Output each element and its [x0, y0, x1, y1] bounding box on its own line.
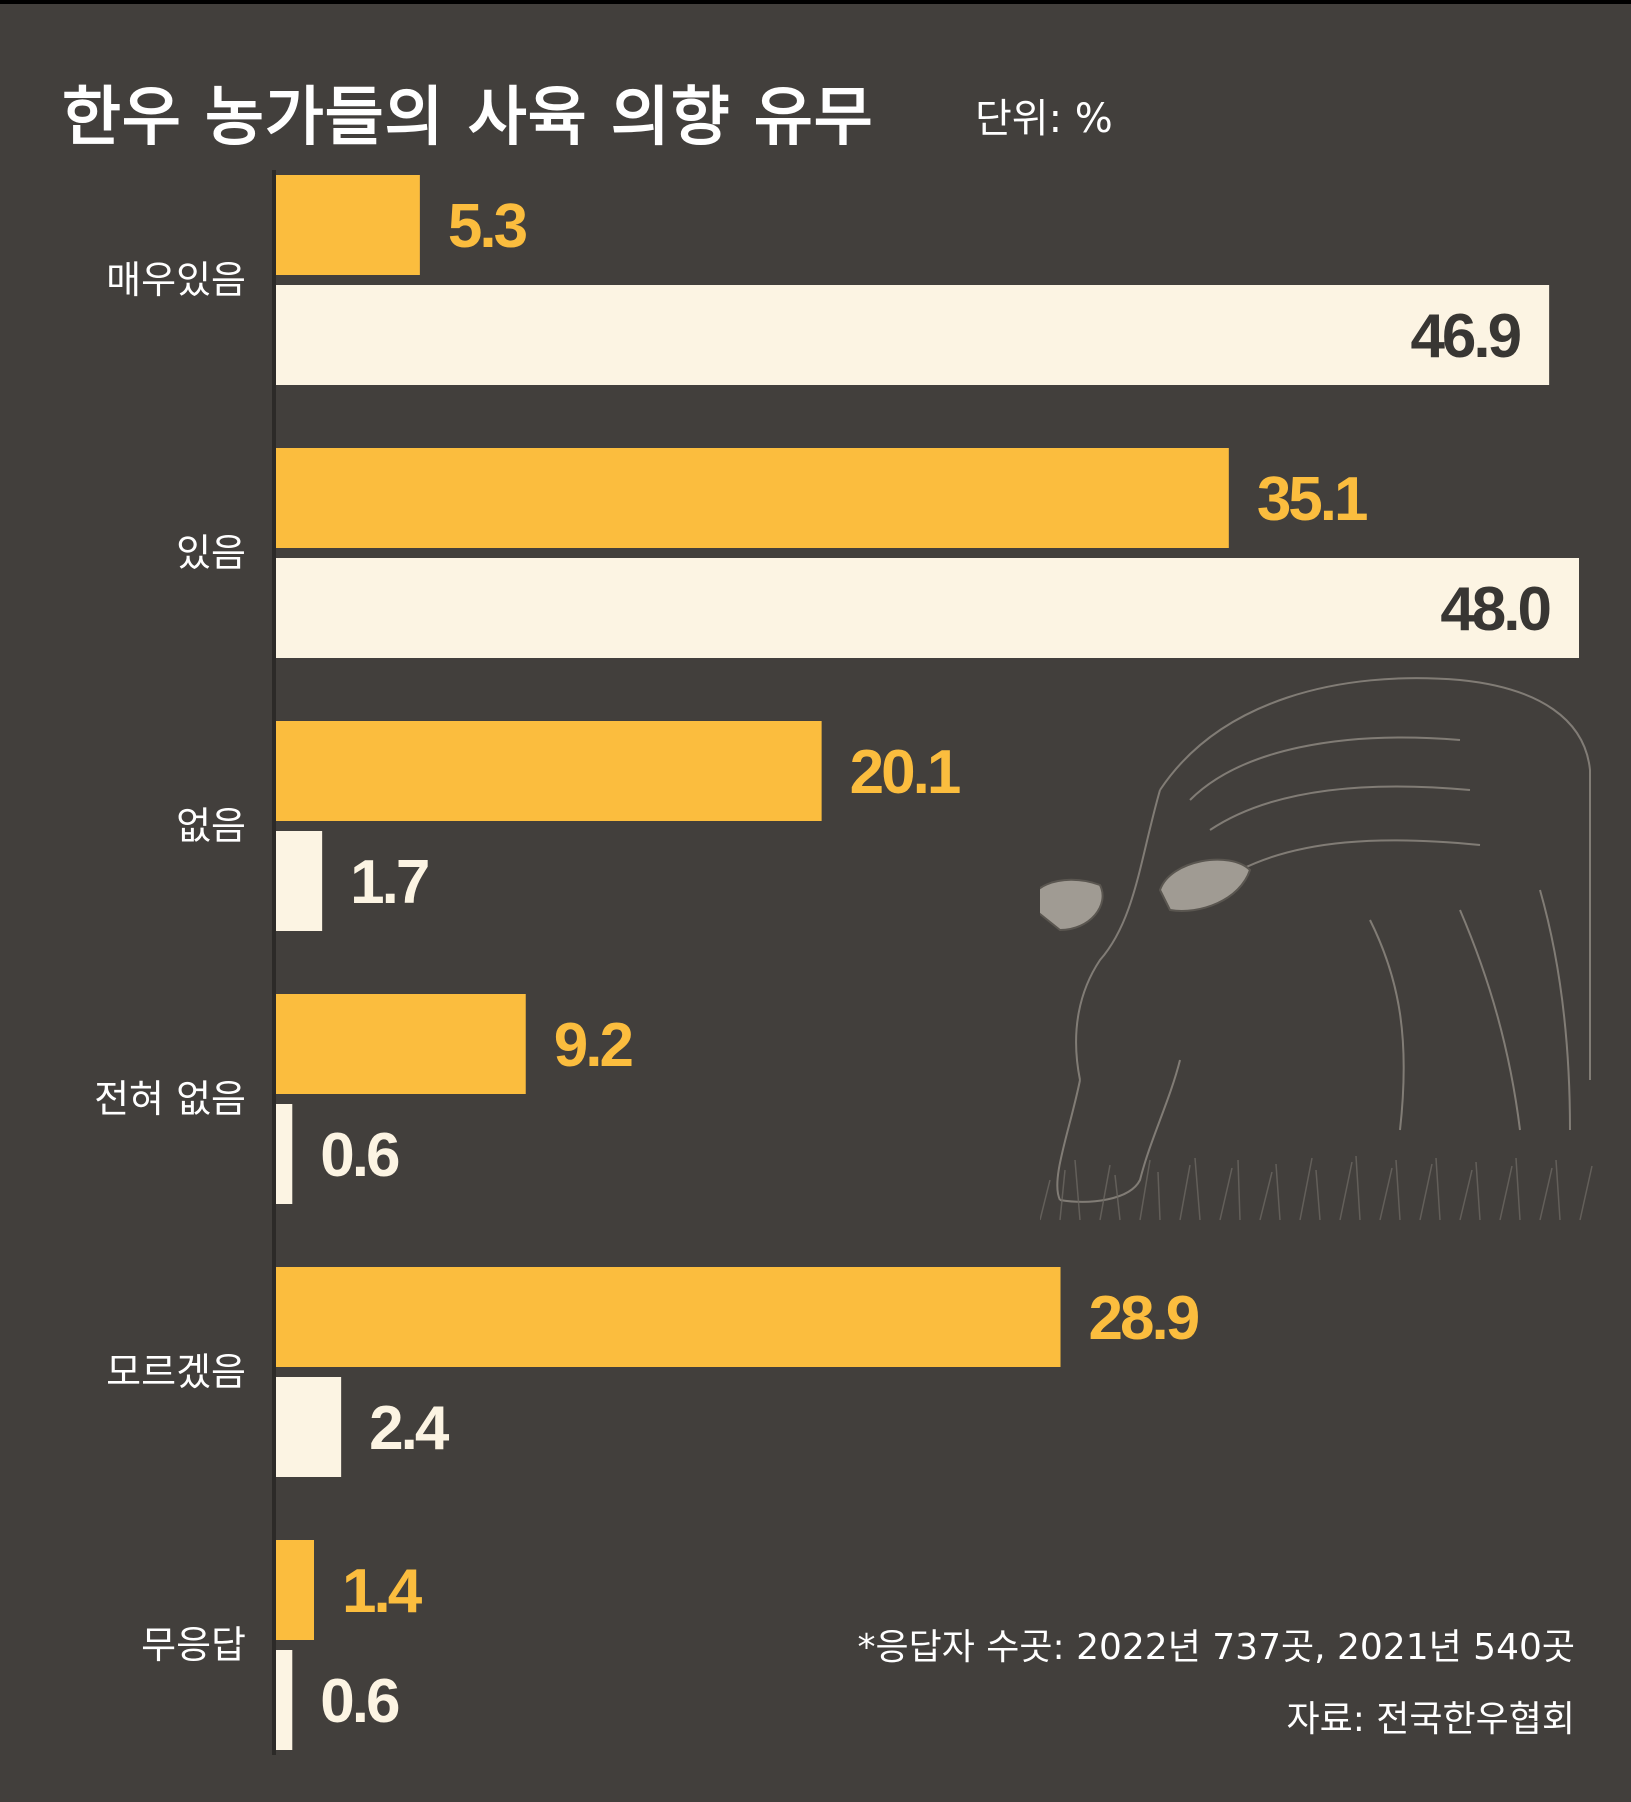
value-label-2022: 0.6 — [320, 1121, 399, 1190]
category-label: 전혀 없음 — [94, 1077, 246, 1121]
source-credit: 자료: 전국한우협회 — [1286, 1699, 1575, 1740]
bar-2021 — [276, 1540, 315, 1640]
bar-2021 — [276, 448, 1229, 548]
category-label: 있음 — [176, 531, 246, 575]
bar-2022 — [276, 1377, 342, 1477]
value-label-2021: 5.3 — [448, 192, 527, 261]
axis-line — [272, 170, 276, 1755]
chart-title: 한우 농가들의 사육 의향 유무 — [62, 81, 874, 155]
bar-2022 — [276, 285, 1550, 385]
bar-2021 — [276, 721, 822, 821]
bar-2022 — [276, 1650, 293, 1750]
value-label-2022: 1.7 — [350, 848, 428, 917]
category-label: 무응답 — [141, 1623, 246, 1667]
bar-2021 — [276, 1267, 1061, 1367]
category-label: 매우있음 — [106, 258, 246, 302]
top-border — [0, 0, 1631, 4]
bar-2022 — [276, 831, 323, 931]
category-label: 없음 — [176, 804, 246, 848]
bar-2022 — [276, 1104, 293, 1204]
value-label-2021: 9.2 — [554, 1011, 632, 1080]
unit-label: 단위: % — [975, 96, 1113, 142]
value-label-2022: 2.4 — [369, 1394, 450, 1463]
value-label-2021: 28.9 — [1089, 1284, 1199, 1353]
value-label-2022: 46.9 — [1410, 302, 1520, 371]
grazing-cow-illustration — [1040, 677, 1593, 1221]
value-label-2022: 48.0 — [1440, 575, 1549, 644]
bar-2022 — [276, 558, 1579, 658]
value-label-2021: 35.1 — [1257, 465, 1367, 534]
bar-2021 — [276, 175, 420, 275]
respondent-note: *응답자 수곳: 2022년 737곳, 2021년 540곳 — [857, 1627, 1575, 1668]
bar-2021 — [276, 994, 526, 1094]
category-label: 모르겠음 — [106, 1350, 246, 1394]
value-label-2021: 1.4 — [342, 1557, 423, 1626]
value-label-2021: 20.1 — [850, 738, 960, 807]
value-label-2022: 0.6 — [320, 1667, 399, 1736]
